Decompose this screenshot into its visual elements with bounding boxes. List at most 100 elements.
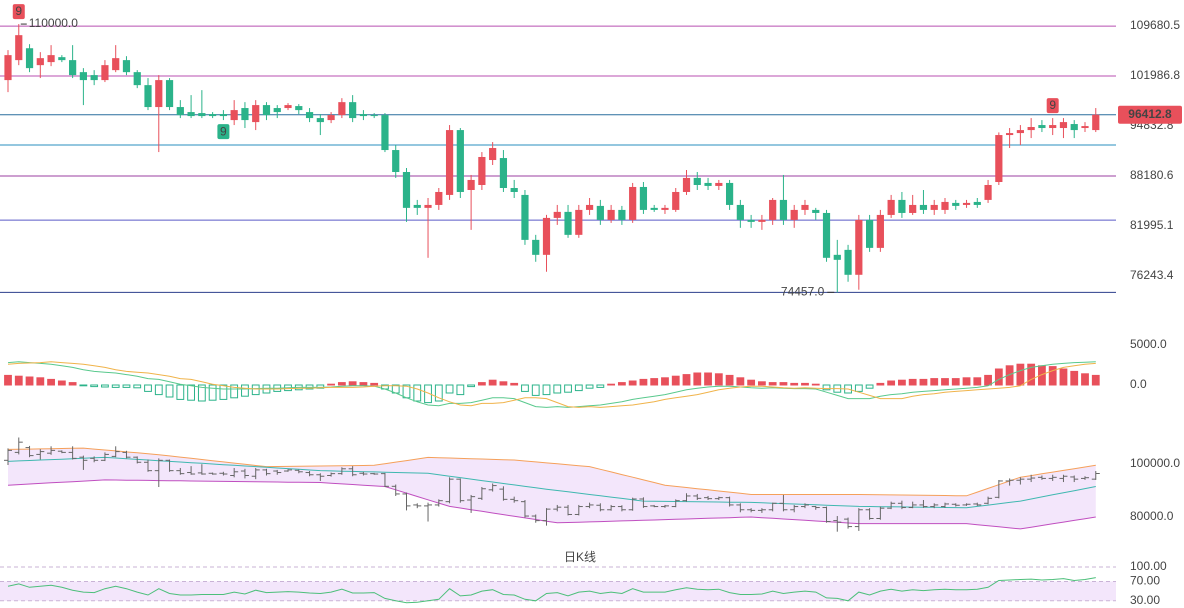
- macd-bar: [1048, 366, 1057, 386]
- macd-bar: [865, 384, 874, 389]
- candle-body: [919, 204, 928, 210]
- candle-body: [445, 130, 454, 195]
- candle-body: [1059, 122, 1068, 129]
- candle-body: [898, 199, 906, 213]
- candle-body: [241, 108, 249, 121]
- macd-bar: [574, 384, 583, 392]
- candle-body: [758, 219, 766, 222]
- signal-badge: [12, 4, 25, 20]
- candle-body: [392, 150, 400, 173]
- macd-bar: [801, 382, 809, 386]
- macd-bar: [488, 379, 497, 386]
- macd-bar: [424, 384, 432, 404]
- candle-body: [338, 102, 346, 116]
- macd-bar: [1005, 365, 1014, 386]
- macd-bar: [790, 382, 799, 386]
- macd-bar: [962, 377, 971, 386]
- candle-body: [510, 187, 518, 192]
- macd-bar: [434, 384, 443, 402]
- candle-body: [295, 106, 303, 111]
- candle-body: [165, 80, 174, 108]
- macd-bar: [510, 382, 519, 386]
- candle-body: [596, 205, 604, 220]
- candle-body: [58, 57, 66, 61]
- macd-bar: [768, 382, 777, 386]
- macd-bar: [445, 384, 454, 394]
- y-tick-label: 109680.5: [1130, 18, 1180, 32]
- y-tick-label: 80000.0: [1130, 509, 1174, 523]
- macd-bar: [197, 384, 206, 402]
- signal-label: 9: [1049, 98, 1056, 112]
- candle-body: [1027, 127, 1035, 131]
- macd-bar: [596, 384, 605, 388]
- macd-bar: [661, 377, 669, 386]
- candle-body: [521, 194, 529, 240]
- candle-body: [909, 204, 917, 213]
- candle-body: [305, 112, 314, 119]
- candle-body: [47, 55, 55, 63]
- candle-body: [1092, 114, 1100, 131]
- candle-body: [36, 58, 44, 66]
- dea-line: [7, 361, 1096, 408]
- candle-body: [122, 60, 131, 73]
- macd-bar: [499, 381, 508, 386]
- signal-label: 9: [220, 124, 227, 138]
- candle-body: [585, 204, 594, 210]
- candle-body: [693, 177, 701, 185]
- macd-bar: [930, 378, 939, 386]
- macd-bar: [994, 368, 1003, 386]
- macd-bar: [187, 384, 195, 401]
- macd-bar: [359, 382, 368, 386]
- macd-bar: [1081, 373, 1089, 386]
- candle-body: [876, 214, 884, 248]
- candle-body: [1038, 125, 1046, 129]
- candle-body: [402, 172, 411, 208]
- macd-bar: [165, 384, 174, 398]
- candle-body: [1070, 124, 1078, 131]
- candle-body: [553, 211, 561, 218]
- signal-label: 9: [15, 4, 22, 18]
- macd-bar: [736, 377, 745, 386]
- macd-bar: [854, 384, 863, 392]
- candle-body: [790, 209, 798, 220]
- macd-bar: [531, 384, 540, 396]
- candle-body: [887, 199, 895, 215]
- y-tick-label: 0.0: [1130, 377, 1147, 391]
- candle-body: [564, 211, 572, 235]
- candle-body: [607, 209, 615, 220]
- candle-body: [855, 219, 863, 275]
- candle-body: [747, 219, 755, 222]
- candle-body: [209, 114, 217, 117]
- macd-bar: [984, 374, 992, 386]
- y-tick-label: 81995.1: [1130, 218, 1174, 232]
- macd-bar: [941, 378, 949, 386]
- macd-bar: [1016, 363, 1025, 386]
- candle-body: [1049, 125, 1057, 129]
- macd-bar: [133, 384, 142, 389]
- macd-bar: [14, 375, 23, 386]
- candle-body: [359, 114, 368, 117]
- candle-body: [467, 179, 475, 190]
- macd-bar: [779, 382, 788, 386]
- candle-body: [79, 72, 87, 81]
- candle-body: [650, 207, 658, 210]
- macd-bar: [876, 382, 885, 386]
- macd-bar: [628, 380, 637, 386]
- macd-bar: [230, 384, 239, 399]
- y-tick-label: 88180.6: [1130, 168, 1174, 182]
- candle-body: [1081, 126, 1089, 129]
- macd-bar: [1027, 363, 1036, 386]
- y-tick-label: 76243.4: [1130, 268, 1174, 282]
- macd-bar: [758, 381, 766, 386]
- y-tick-label: 101986.8: [1130, 68, 1180, 82]
- candle-body: [952, 202, 960, 206]
- macd-bar: [241, 384, 249, 397]
- candle-body: [435, 191, 443, 205]
- macd-bar: [553, 384, 562, 394]
- candle-body: [4, 55, 12, 81]
- candle-body: [133, 72, 141, 86]
- y-tick-label: 30.00: [1130, 593, 1160, 607]
- candle-body: [413, 204, 421, 208]
- macd-bar: [47, 378, 55, 386]
- macd-bar: [747, 379, 756, 386]
